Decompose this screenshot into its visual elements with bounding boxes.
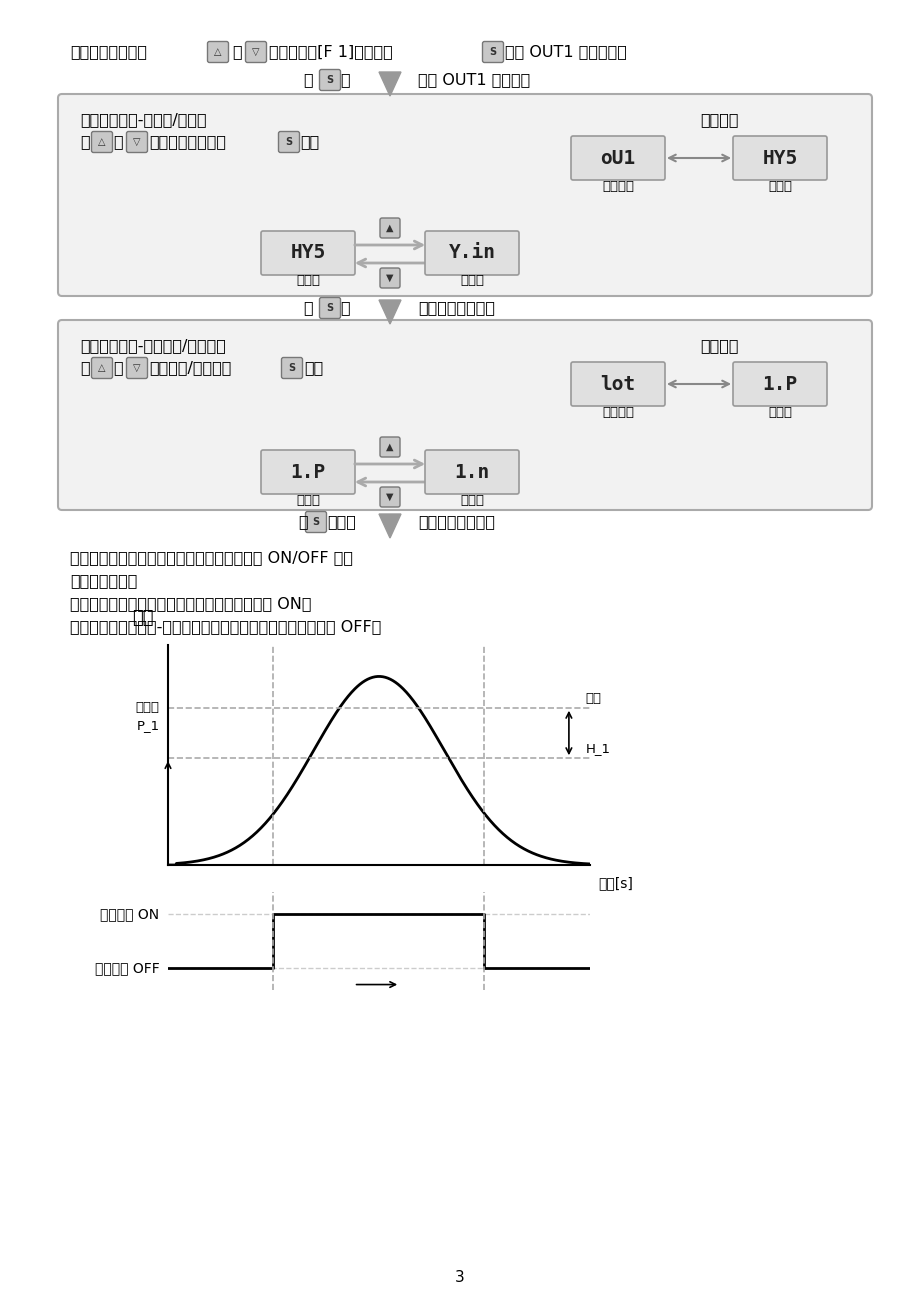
Text: 设定输出模式-常开模式/常闭模式: 设定输出模式-常开模式/常闭模式 [80,339,226,354]
FancyBboxPatch shape [482,42,503,62]
Text: 设定输出类别-迟滞型/比较型: 设定输出类别-迟滞型/比较型 [80,112,207,128]
FancyBboxPatch shape [319,69,340,91]
Text: S: S [489,47,496,57]
Text: 迟滞型: 迟滞型 [296,275,320,288]
FancyBboxPatch shape [245,42,267,62]
Text: HY5: HY5 [290,243,325,263]
FancyBboxPatch shape [380,437,400,457]
Text: 按: 按 [302,301,312,315]
Text: 压力设定状态：此状态下设定压力开关输出的 ON/OFF 点。: 压力设定状态：此状态下设定压力开关输出的 ON/OFF 点。 [70,551,353,565]
Text: 开关输出 OFF: 开关输出 OFF [95,961,159,975]
Text: 按: 按 [298,514,307,530]
Text: 选择常开/常闭。按: 选择常开/常闭。按 [149,361,231,375]
Text: 时间[s]: 时间[s] [597,876,632,891]
Text: 选择对应模式。按: 选择对应模式。按 [149,134,226,150]
Text: S: S [326,76,334,85]
Text: 进入压力设定状态: 进入压力设定状态 [417,514,494,530]
Text: 设定值: 设定值 [135,702,159,715]
Text: 至屏幕显示[F 1]，然后按: 至屏幕显示[F 1]，然后按 [268,44,392,60]
Text: S: S [312,517,319,527]
Text: 交替显示: 交替显示 [699,112,738,128]
Text: 输出模式: 输出模式 [601,405,633,418]
FancyBboxPatch shape [261,230,355,275]
FancyBboxPatch shape [281,358,302,379]
Polygon shape [379,514,401,538]
FancyBboxPatch shape [571,362,664,406]
FancyBboxPatch shape [58,320,871,510]
FancyBboxPatch shape [127,132,147,152]
Text: ▼: ▼ [386,492,393,503]
Text: 进入 OUT1 规格设定: 进入 OUT1 规格设定 [417,73,529,87]
Text: △: △ [98,137,106,147]
Text: 和: 和 [113,361,122,375]
Text: ▽: ▽ [133,363,141,372]
Text: HY5: HY5 [762,148,797,168]
FancyBboxPatch shape [380,217,400,238]
Text: S: S [289,363,295,372]
Text: ▽: ▽ [252,47,259,57]
Text: 设定值: 设定值 [767,405,791,418]
FancyBboxPatch shape [319,297,340,319]
Text: 输出方法：当压力超过设定值时，开关输出变为 ON。: 输出方法：当压力超过设定值时，开关输出变为 ON。 [70,596,312,612]
Text: △: △ [214,47,221,57]
FancyBboxPatch shape [91,132,112,152]
Text: 比较型: 比较型 [460,275,483,288]
FancyBboxPatch shape [425,230,518,275]
FancyBboxPatch shape [278,132,300,152]
FancyBboxPatch shape [732,135,826,180]
FancyBboxPatch shape [208,42,228,62]
Text: 键: 键 [340,301,349,315]
Text: 1.P: 1.P [290,462,325,482]
Text: 按: 按 [80,361,89,375]
Text: 进入输出模式设定: 进入输出模式设定 [417,301,494,315]
Polygon shape [379,72,401,96]
FancyBboxPatch shape [380,268,400,288]
Text: 1.P: 1.P [762,375,797,393]
Text: 压力: 压力 [131,609,153,628]
Text: 开关输出 ON: 开关输出 ON [100,906,159,921]
Text: S: S [326,303,334,312]
Text: 交替显示: 交替显示 [699,339,738,354]
Text: 按: 按 [80,134,89,150]
Text: ▽: ▽ [133,137,141,147]
Text: 按: 按 [302,73,312,87]
Text: 输出类别: 输出类别 [601,180,633,193]
Text: Y.in: Y.in [448,243,495,263]
FancyBboxPatch shape [380,487,400,506]
Text: 键确认: 键确认 [326,514,356,530]
Text: △: △ [98,363,106,372]
Text: ▲: ▲ [386,441,393,452]
Text: 和: 和 [232,44,242,60]
FancyBboxPatch shape [571,135,664,180]
FancyBboxPatch shape [127,358,147,379]
Text: 和: 和 [113,134,122,150]
Text: 设定值: 设定值 [767,180,791,193]
Polygon shape [379,299,401,324]
Text: P_1: P_1 [136,719,159,732]
Text: 3: 3 [455,1271,464,1285]
FancyBboxPatch shape [58,94,871,296]
Text: H_1: H_1 [585,742,610,755]
Text: 确认: 确认 [303,361,323,375]
Text: 进入 OUT1 规格设定。: 进入 OUT1 规格设定。 [505,44,626,60]
Text: 确认: 确认 [300,134,319,150]
Text: ▲: ▲ [386,223,393,233]
Text: oU1: oU1 [600,148,635,168]
FancyBboxPatch shape [425,450,518,493]
Text: 键: 键 [340,73,349,87]
Text: 迟滞: 迟滞 [585,691,601,704]
Text: 常开型: 常开型 [296,493,320,506]
Text: 常闭型: 常闭型 [460,493,483,506]
Text: 1.n: 1.n [454,462,489,482]
FancyBboxPatch shape [732,362,826,406]
Text: 当压力下降到设定值-迟滞（参见下图）以下时，开关输出变为 OFF。: 当压力下降到设定值-迟滞（参见下图）以下时，开关输出变为 OFF。 [70,620,381,634]
Text: lot: lot [600,375,635,393]
FancyBboxPatch shape [305,512,326,533]
Text: 以迟滞型为例：: 以迟滞型为例： [70,573,137,589]
Text: S: S [285,137,292,147]
FancyBboxPatch shape [261,450,355,493]
FancyBboxPatch shape [91,358,112,379]
Text: 功能选择模式下按: 功能选择模式下按 [70,44,147,60]
Text: ▼: ▼ [386,273,393,283]
